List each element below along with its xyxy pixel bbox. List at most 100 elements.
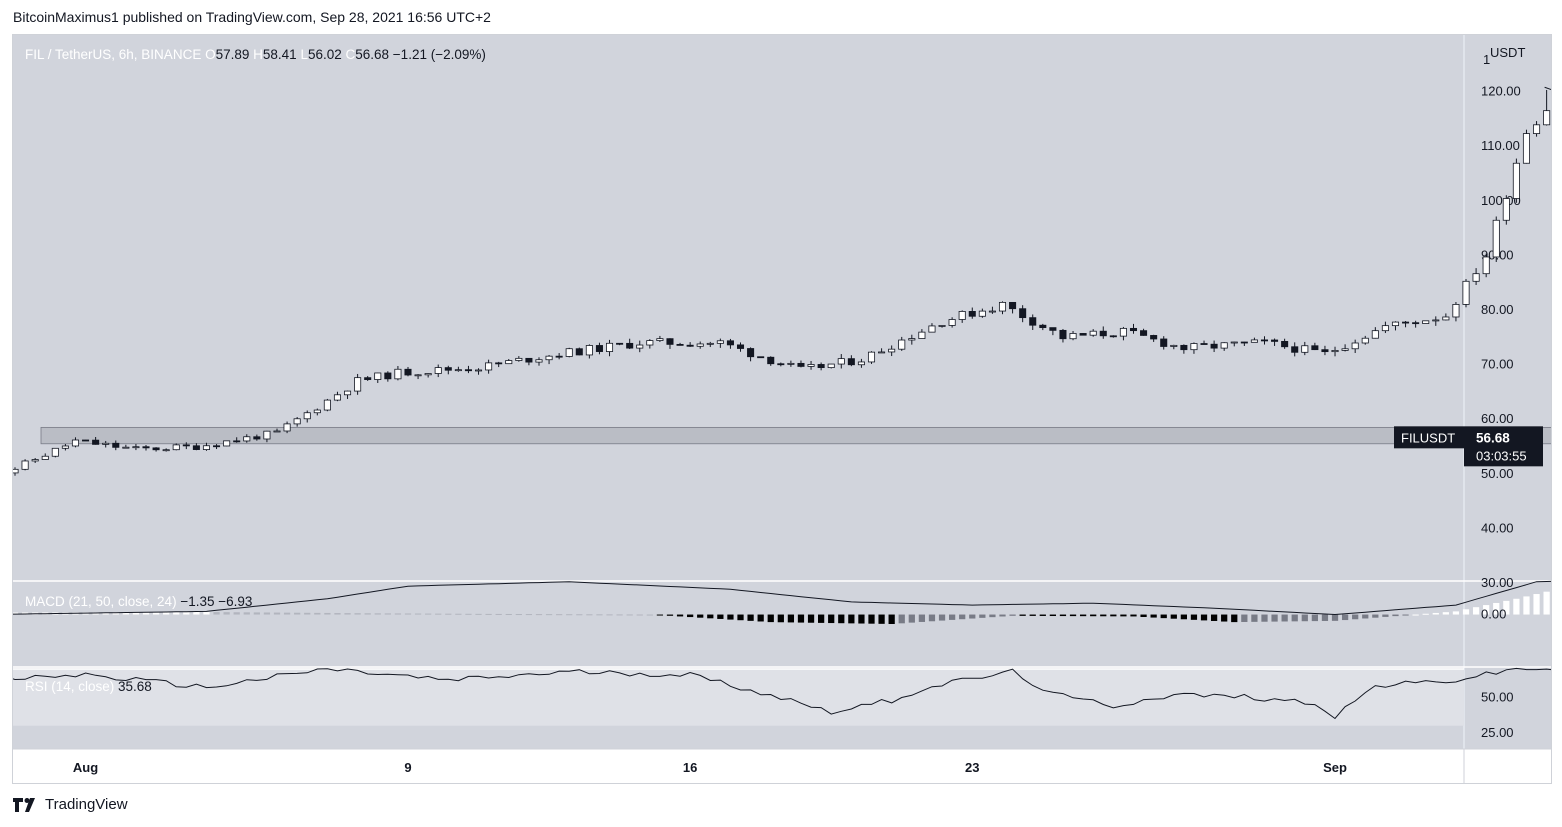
candle[interactable]	[827, 363, 835, 369]
candle[interactable]	[716, 338, 724, 348]
candle[interactable]	[918, 329, 926, 339]
candle[interactable]	[323, 398, 331, 412]
candle[interactable]	[605, 339, 614, 357]
candle[interactable]	[172, 443, 180, 451]
candle[interactable]	[1150, 334, 1158, 342]
candle[interactable]	[857, 358, 865, 368]
candle[interactable]	[485, 359, 493, 374]
candle[interactable]	[595, 342, 603, 355]
candle[interactable]	[1240, 341, 1248, 346]
candle[interactable]	[1321, 345, 1329, 356]
candle[interactable]	[142, 445, 150, 451]
candle[interactable]	[545, 355, 553, 365]
candle[interactable]	[1331, 346, 1339, 357]
candle[interactable]	[1210, 340, 1218, 353]
candle[interactable]	[736, 342, 745, 352]
candle[interactable]	[666, 338, 674, 349]
candle[interactable]	[767, 356, 775, 366]
candle[interactable]	[726, 338, 734, 349]
candle[interactable]	[213, 444, 221, 450]
candle[interactable]	[1079, 333, 1087, 336]
candle[interactable]	[998, 301, 1007, 315]
candle[interactable]	[978, 308, 986, 318]
candle[interactable]	[585, 344, 593, 359]
candle[interactable]	[928, 323, 936, 333]
candle[interactable]	[797, 360, 805, 368]
candle[interactable]	[1442, 313, 1450, 321]
candle[interactable]	[1200, 340, 1208, 345]
candle[interactable]	[747, 347, 755, 362]
candle[interactable]	[646, 339, 654, 349]
candle[interactable]	[1230, 341, 1238, 347]
candle[interactable]	[424, 373, 432, 378]
candle[interactable]	[263, 430, 271, 443]
candle[interactable]	[1462, 279, 1470, 308]
candle[interactable]	[1402, 321, 1410, 328]
candle[interactable]	[626, 338, 634, 350]
candle[interactable]	[1311, 342, 1319, 351]
candle[interactable]	[616, 342, 624, 346]
candle[interactable]	[1250, 337, 1258, 343]
candle[interactable]	[434, 364, 442, 378]
candle[interactable]	[515, 356, 523, 362]
candle[interactable]	[41, 453, 49, 460]
candle[interactable]	[364, 376, 372, 381]
candle[interactable]	[656, 335, 664, 343]
candle[interactable]	[1512, 158, 1520, 203]
candle[interactable]	[273, 428, 281, 433]
candle[interactable]	[968, 307, 976, 319]
candle[interactable]	[31, 458, 39, 463]
candle[interactable]	[676, 342, 684, 346]
candle[interactable]	[233, 437, 241, 443]
candle[interactable]	[1260, 336, 1269, 345]
candle[interactable]	[1281, 338, 1289, 349]
candle[interactable]	[495, 361, 503, 368]
candle[interactable]	[1009, 301, 1017, 314]
candle[interactable]	[1069, 330, 1077, 341]
candle[interactable]	[1140, 328, 1148, 336]
candle[interactable]	[1119, 326, 1127, 341]
candle[interactable]	[384, 371, 392, 382]
candle[interactable]	[1160, 336, 1168, 350]
candle[interactable]	[152, 447, 160, 452]
candle[interactable]	[464, 365, 472, 374]
candle[interactable]	[1351, 339, 1359, 353]
candle[interactable]	[787, 360, 795, 367]
candle[interactable]	[837, 354, 845, 369]
candle[interactable]	[374, 372, 382, 383]
candle[interactable]	[1271, 338, 1279, 346]
candle[interactable]	[102, 440, 110, 448]
candle[interactable]	[535, 357, 543, 366]
candle[interactable]	[575, 347, 583, 356]
candle[interactable]	[1522, 129, 1530, 164]
candle[interactable]	[1089, 329, 1097, 337]
candle[interactable]	[71, 437, 79, 448]
candle[interactable]	[1059, 328, 1067, 343]
candle[interactable]	[1341, 344, 1349, 352]
candle[interactable]	[51, 447, 59, 458]
candle[interactable]	[988, 306, 996, 314]
candle[interactable]	[1492, 216, 1500, 262]
candle[interactable]	[1422, 320, 1430, 324]
candle[interactable]	[1291, 342, 1299, 357]
candle[interactable]	[1381, 321, 1389, 334]
candle[interactable]	[293, 417, 301, 427]
candle[interactable]	[565, 347, 573, 358]
candle[interactable]	[948, 317, 956, 328]
candle[interactable]	[21, 459, 29, 471]
candle[interactable]	[344, 390, 352, 399]
candle[interactable]	[1180, 344, 1188, 354]
candle[interactable]	[132, 443, 140, 451]
candle[interactable]	[686, 342, 694, 347]
candle[interactable]	[122, 444, 130, 449]
candle[interactable]	[555, 353, 563, 360]
candle[interactable]	[1170, 344, 1178, 350]
candle[interactable]	[112, 440, 120, 451]
candle[interactable]	[807, 360, 815, 370]
candle[interactable]	[867, 351, 876, 364]
candle[interactable]	[1371, 327, 1379, 339]
candle[interactable]	[898, 336, 906, 351]
candle[interactable]	[525, 357, 533, 366]
candle[interactable]	[1029, 314, 1037, 330]
candle[interactable]	[333, 391, 341, 402]
